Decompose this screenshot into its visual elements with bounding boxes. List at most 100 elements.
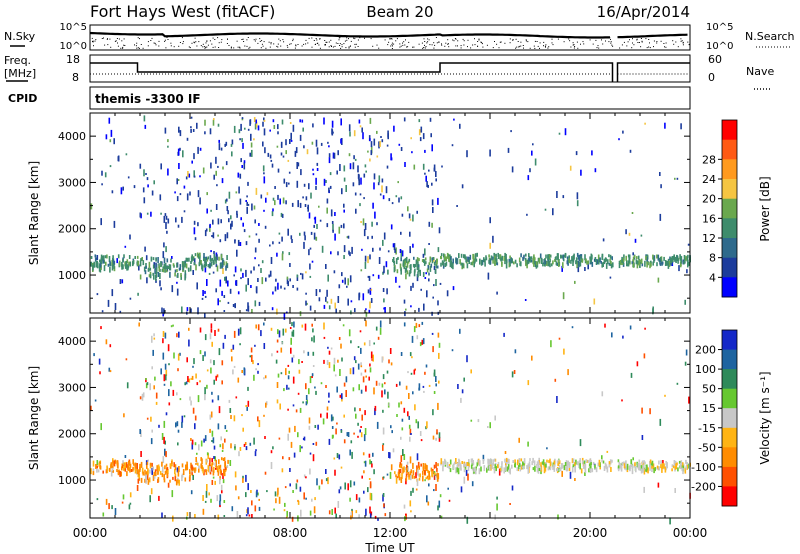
echo-cell bbox=[446, 461, 449, 468]
nsearch-point bbox=[158, 40, 160, 42]
echo-cell bbox=[544, 262, 546, 267]
echo-cell bbox=[424, 257, 427, 261]
data-cell bbox=[190, 377, 193, 380]
data-cell bbox=[562, 292, 565, 300]
nsearch-point bbox=[533, 45, 535, 47]
colorbar-frame bbox=[721, 119, 738, 298]
data-cell bbox=[411, 335, 414, 343]
echo-cell bbox=[533, 460, 536, 466]
echo-cell bbox=[638, 467, 640, 471]
data-cell bbox=[347, 483, 349, 491]
data-cell bbox=[364, 410, 366, 416]
data-cell bbox=[389, 348, 392, 354]
data-cell bbox=[347, 235, 350, 239]
data-cell bbox=[264, 147, 266, 154]
data-cell bbox=[297, 499, 299, 502]
data-cell bbox=[276, 145, 279, 148]
echo-cell bbox=[623, 463, 626, 469]
data-cell bbox=[191, 439, 194, 445]
data-cell bbox=[346, 432, 349, 437]
data-cell bbox=[360, 221, 362, 223]
nsearch-point bbox=[253, 39, 255, 41]
echo-cell bbox=[687, 463, 689, 469]
echo-cell bbox=[619, 463, 622, 469]
data-cell bbox=[527, 380, 530, 386]
echo-cell bbox=[554, 258, 556, 262]
nsearch-point bbox=[278, 38, 280, 40]
echo-cell bbox=[455, 458, 457, 464]
echo-cell bbox=[209, 258, 212, 262]
data-cell bbox=[319, 219, 322, 222]
data-cell bbox=[591, 150, 593, 156]
data-cell bbox=[287, 364, 290, 367]
data-cell bbox=[470, 419, 473, 422]
echo-cell bbox=[651, 460, 654, 467]
data-cell bbox=[383, 265, 385, 273]
data-cell bbox=[219, 444, 222, 448]
data-cell bbox=[163, 383, 166, 386]
data-cell bbox=[273, 508, 275, 511]
data-cell bbox=[339, 369, 341, 376]
nsearch-point bbox=[341, 46, 343, 48]
echo-cell bbox=[137, 260, 140, 266]
nsearch-point bbox=[424, 47, 426, 49]
echo-cell bbox=[518, 458, 521, 464]
echo-cell bbox=[509, 261, 511, 267]
data-cell bbox=[347, 278, 349, 286]
echo-cell bbox=[139, 463, 141, 470]
data-cell bbox=[388, 403, 391, 407]
data-cell bbox=[231, 220, 233, 227]
echo-cell bbox=[530, 256, 533, 260]
data-cell bbox=[294, 425, 296, 432]
data-cell bbox=[364, 261, 367, 269]
data-cell bbox=[419, 431, 422, 436]
echo-cell bbox=[428, 470, 430, 477]
data-cell bbox=[202, 167, 205, 174]
nsearch-point bbox=[632, 42, 633, 44]
echo-cell bbox=[681, 462, 684, 468]
data-cell bbox=[338, 226, 341, 234]
data-cell bbox=[192, 407, 195, 414]
data-cell bbox=[323, 117, 325, 125]
echo-cell bbox=[656, 254, 658, 259]
echo-cell bbox=[671, 256, 674, 262]
echo-cell bbox=[587, 459, 590, 463]
nsearch-point bbox=[92, 41, 93, 42]
data-cell bbox=[221, 178, 224, 184]
nsearch-point bbox=[544, 45, 546, 47]
echo-cell bbox=[493, 466, 495, 470]
nsearch-point bbox=[348, 38, 349, 40]
echo-cell bbox=[468, 459, 470, 463]
data-cell bbox=[234, 239, 236, 244]
echo-cell bbox=[610, 263, 613, 269]
echo-cell bbox=[500, 468, 503, 473]
data-cell bbox=[258, 223, 260, 226]
nsearch-point bbox=[181, 37, 183, 39]
data-cell bbox=[437, 505, 439, 511]
echo-cell bbox=[455, 258, 458, 265]
echo-cell bbox=[189, 475, 191, 480]
data-cell bbox=[315, 236, 318, 241]
data-cell bbox=[210, 466, 213, 472]
data-cell bbox=[270, 450, 273, 454]
echo-cell bbox=[161, 473, 164, 478]
data-cell bbox=[360, 177, 362, 185]
data-cell bbox=[394, 248, 396, 253]
nsearch-point bbox=[303, 43, 305, 45]
nsearch-point bbox=[158, 45, 160, 47]
nsearch-point bbox=[357, 39, 359, 41]
data-cell bbox=[176, 196, 179, 202]
data-cell bbox=[300, 272, 302, 275]
data-cell bbox=[215, 467, 217, 470]
echo-cell bbox=[174, 476, 177, 482]
echo-cell bbox=[551, 263, 553, 267]
data-cell bbox=[305, 300, 307, 306]
data-cell bbox=[558, 132, 561, 135]
data-cell bbox=[381, 139, 384, 143]
data-cell bbox=[213, 456, 215, 459]
data-cell bbox=[289, 122, 292, 124]
data-cell bbox=[377, 182, 380, 186]
nsearch-point bbox=[353, 37, 355, 39]
data-cell bbox=[355, 360, 357, 364]
